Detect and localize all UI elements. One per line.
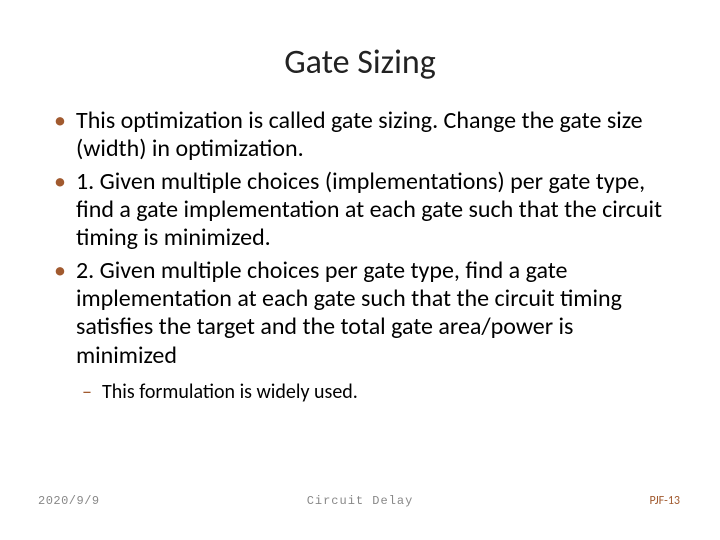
slide: Gate Sizing This optimization is called …: [0, 0, 720, 540]
footer-date: 2020/9/9: [38, 494, 100, 508]
bullet-item: This optimization is called gate sizing.…: [76, 107, 672, 164]
footer: 2020/9/9 Circuit Delay PJF-13: [0, 488, 720, 508]
bullet-item: 1. Given multiple choices (implementatio…: [76, 168, 672, 253]
bullet-text: 2. Given multiple choices per gate type,…: [76, 256, 622, 370]
bullet-text: 1. Given multiple choices (implementatio…: [76, 167, 662, 253]
sub-bullet-item: This formulation is widely used.: [102, 380, 672, 404]
footer-page-number: PJF-13: [649, 494, 680, 508]
sub-bullet-list: This formulation is widely used.: [76, 380, 672, 404]
bullet-list: This optimization is called gate sizing.…: [48, 107, 672, 404]
sub-bullet-text: This formulation is widely used.: [102, 380, 358, 404]
slide-title: Gate Sizing: [48, 42, 672, 83]
bullet-item: 2. Given multiple choices per gate type,…: [76, 257, 672, 404]
bullet-text: This optimization is called gate sizing.…: [76, 106, 643, 163]
footer-center-label: Circuit Delay: [307, 494, 414, 508]
